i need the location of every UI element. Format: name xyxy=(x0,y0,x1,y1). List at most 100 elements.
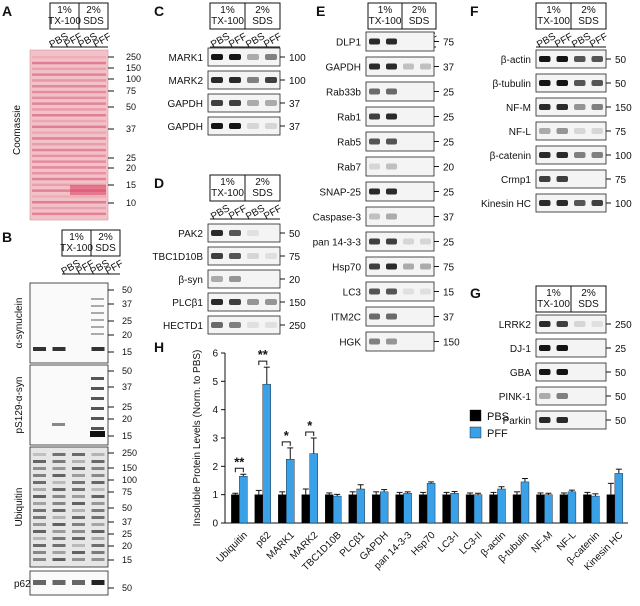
panel-b-band xyxy=(91,488,105,491)
panel-c-band xyxy=(229,123,241,129)
panel-d-blot-label: β-syn xyxy=(178,275,203,286)
panel-b-blot xyxy=(29,446,109,568)
panel-d-band xyxy=(247,299,259,305)
panel-b-band xyxy=(52,453,66,456)
panel-c-blot-label: GAPDH xyxy=(167,99,203,110)
legend-swatch xyxy=(469,409,482,422)
panel-b-band xyxy=(72,467,85,470)
coomassie-band xyxy=(32,125,106,129)
bar-pbs xyxy=(278,494,287,524)
panel-d-band xyxy=(211,253,223,259)
panel-b-marker: 15 xyxy=(122,347,132,357)
panel-b-band xyxy=(33,516,46,519)
panel-g-treatment-label: 2% xyxy=(581,288,596,299)
panel-e-band xyxy=(369,113,380,120)
panel-d-blot-label: TBC1D10B xyxy=(152,252,203,263)
coomassie-band xyxy=(32,166,106,169)
panel-b-band xyxy=(72,530,85,533)
panel-a-treatment-label: 1% xyxy=(57,5,72,16)
panel-d-treatment-label: SDS xyxy=(252,188,273,199)
panel-a-treatment-label: SDS xyxy=(83,16,104,27)
y-tick-label: 0 xyxy=(212,519,218,530)
coomassie-band xyxy=(32,79,106,82)
panel-b-band xyxy=(91,319,104,321)
panel-d-band xyxy=(211,299,223,305)
panel-b-blot-label: α-synuclein xyxy=(14,298,25,349)
panel-b-band xyxy=(91,516,105,519)
panel-e-marker: 20 xyxy=(443,163,455,174)
panel-c-blot xyxy=(207,70,281,90)
panel-c-blot-label: MARK1 xyxy=(169,53,204,64)
panel-b-marker: 100 xyxy=(122,475,137,485)
panel-f-band xyxy=(591,152,603,158)
bar-pbs xyxy=(231,494,240,524)
x-tick-label: Ubiquitin xyxy=(215,530,250,565)
y-axis-label: Insoluble Protein Levels (Norm. to PBS) xyxy=(192,350,203,527)
panel-b-band xyxy=(91,544,105,547)
panel-b-marker: 20 xyxy=(122,330,132,340)
panel-a-treatment-label: 2% xyxy=(86,5,101,16)
panel-e-band xyxy=(403,288,414,295)
panel-e-marker: 25 xyxy=(443,88,455,99)
panel-e-band xyxy=(369,288,380,295)
panel-e-band xyxy=(369,188,380,195)
panel-e-band xyxy=(369,313,380,320)
panel-f-blot-label: NF-M xyxy=(506,103,531,114)
coomassie-band xyxy=(32,131,106,134)
panel-b-band xyxy=(72,551,85,554)
panel-g-blot xyxy=(535,314,607,334)
panel-g-marker: 50 xyxy=(615,416,627,427)
panel-b-band xyxy=(52,481,66,484)
panel-b-band xyxy=(72,502,85,505)
panel-e-blot-label: GAPDH xyxy=(325,63,361,74)
panel-e-marker: 75 xyxy=(443,263,455,274)
panel-f-band xyxy=(556,128,568,134)
panel-f-blot xyxy=(535,121,607,141)
coomassie-band xyxy=(32,85,106,88)
panel-e-band xyxy=(369,38,380,45)
significance-label: * xyxy=(284,428,290,443)
coomassie-band xyxy=(32,108,106,111)
panel-e-band xyxy=(386,313,397,320)
panel-c-band xyxy=(229,77,241,83)
panel-e-blot xyxy=(365,131,435,152)
panel-g-band xyxy=(539,417,551,423)
panel-g-band xyxy=(574,321,586,327)
x-tick-label: NF-M xyxy=(530,530,555,555)
panel-f-band xyxy=(539,152,551,158)
panel-a-marker: 15 xyxy=(126,180,136,190)
panel-b-band xyxy=(52,551,66,554)
panel-d-band xyxy=(211,322,223,328)
coomassie-band xyxy=(32,148,106,152)
panel-b-band xyxy=(72,488,85,491)
panel-e-band xyxy=(386,163,397,170)
bar-pbs xyxy=(371,494,381,524)
panel-e-blot xyxy=(365,106,435,127)
panel-b-band xyxy=(91,509,105,512)
coomassie-band xyxy=(32,137,106,140)
y-tick-label: 4 xyxy=(212,405,218,416)
panel-d-blot-label: PLCβ1 xyxy=(172,298,203,309)
panel-b-band xyxy=(72,523,85,526)
panel-f-band xyxy=(591,56,603,62)
panel-g-blot xyxy=(535,362,607,382)
panel-b-band xyxy=(91,523,105,526)
bar-pbs xyxy=(559,494,569,524)
panel-b-band xyxy=(72,453,85,456)
panel-e-band xyxy=(369,263,380,270)
panel-b-band xyxy=(52,474,66,477)
panel-b-band xyxy=(91,305,104,307)
panel-b-treatment-label: 2% xyxy=(98,232,113,243)
panel-g-letter: G xyxy=(470,285,481,301)
significance-bracket xyxy=(234,467,244,473)
panel-b-band xyxy=(33,453,46,456)
bar-pff xyxy=(544,494,553,524)
panel-e-band xyxy=(403,63,414,70)
panel-e-band xyxy=(386,38,397,45)
panel-f-blot xyxy=(535,169,607,189)
panel-b-blot-frame xyxy=(29,446,109,568)
blot-layer: A 1%TX-1002%SDSPBSPFFPBSPFF25015010075503… xyxy=(2,2,632,596)
panel-b-band xyxy=(72,460,85,463)
panel-g-band xyxy=(539,321,551,327)
